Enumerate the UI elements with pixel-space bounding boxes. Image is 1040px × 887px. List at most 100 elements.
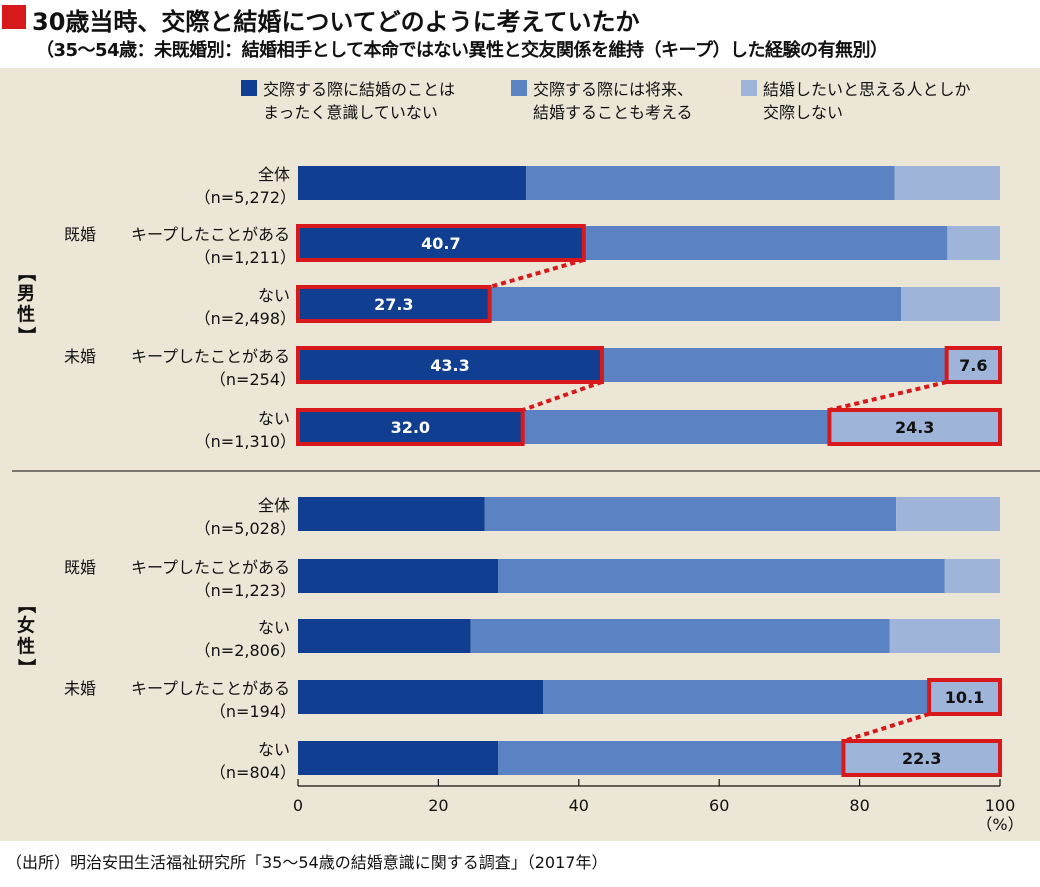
bar-segment-s2 <box>484 497 897 531</box>
group-label-female-char-4: 】 <box>15 659 36 677</box>
bar-segment-s3 <box>889 619 1000 653</box>
highlight-box <box>841 739 1002 777</box>
row-sample-size: （n=2,806） <box>195 641 296 660</box>
bar-segment-s1 <box>298 741 499 775</box>
x-tick-label: 100 <box>985 796 1016 815</box>
group-label-female-char-1: 【 <box>15 596 36 614</box>
highlight-box <box>827 408 1002 446</box>
highlight-connector <box>828 380 948 412</box>
x-tick-label: 40 <box>569 796 589 815</box>
legend-label-2-line-1: 交際する際には将来、 <box>533 80 693 99</box>
x-tick-label: 80 <box>849 796 869 815</box>
highlight-box <box>296 285 492 323</box>
row-sample-size: （n=5,272） <box>195 188 296 207</box>
highlight-connector <box>489 258 585 289</box>
group-label-female-char-3: 性 <box>17 636 35 658</box>
data-label: 40.7 <box>421 234 460 253</box>
bar-segment-s1 <box>298 497 485 531</box>
row-status-label: 未婚 <box>64 679 96 698</box>
row-category-label: キープしたことがある <box>131 347 290 366</box>
bar-segment-s1 <box>298 619 471 653</box>
row-category-label: ない <box>258 409 290 428</box>
bar-segment-s3 <box>946 348 1000 382</box>
bar-segment-s3 <box>929 680 1000 714</box>
bar-segment-s2 <box>526 166 895 200</box>
legend-label-2-line-2: 結婚することも考える <box>533 103 693 122</box>
legend-label-3-line-2: 交際しない <box>763 103 843 122</box>
bar-segment-s2 <box>522 410 830 444</box>
bar-segment-s3 <box>901 287 1000 321</box>
data-label: 43.3 <box>430 356 469 375</box>
group-label-female-char-2: 女 <box>17 615 35 637</box>
highlight-box <box>296 224 586 262</box>
bar-segment-s3 <box>894 166 1000 200</box>
bar-segment-s2 <box>489 287 902 321</box>
x-axis-unit: （%） <box>976 815 1023 834</box>
highlight-box <box>944 346 1003 384</box>
highlight-box <box>296 408 525 446</box>
row-category-label: キープしたことがある <box>131 225 290 244</box>
bar-segment-s3 <box>944 559 1000 593</box>
row-sample-size: （n=1,310） <box>195 432 296 451</box>
chart-title: 30歳当時、交際と結婚についてどのように考えていたか <box>32 8 640 36</box>
x-tick-label: 20 <box>428 796 448 815</box>
row-category-label: 全体 <box>258 496 290 515</box>
bar-segment-s1 <box>298 287 490 321</box>
data-label: 27.3 <box>374 295 413 314</box>
row-status-label: 既婚 <box>64 558 96 577</box>
row-sample-size: （n=254） <box>210 370 296 389</box>
group-label-male-char-2: 男 <box>17 284 35 305</box>
highlight-box <box>927 678 1003 716</box>
row-status-label: 未婚 <box>64 347 96 366</box>
data-label: 22.3 <box>902 749 941 768</box>
row-sample-size: （n=1,223） <box>195 581 296 600</box>
bar-segment-s2 <box>601 348 947 382</box>
title-marker <box>2 5 26 29</box>
highlight-box <box>296 346 604 384</box>
source-note: （出所）明治安田生活福祉研究所「35～54歳の結婚意識に関する調査」（2017年… <box>6 853 608 872</box>
bar-segment-s3 <box>829 410 1000 444</box>
bar-segment-s2 <box>542 680 930 714</box>
row-category-label: ない <box>258 618 290 637</box>
group-label-male-char-1: 【 <box>15 264 36 282</box>
x-tick-label: 0 <box>293 796 303 815</box>
row-sample-size: （n=194） <box>210 702 296 721</box>
bar-segment-s3 <box>896 497 1000 531</box>
chart-header: 30歳当時、交際と結婚についてどのように考えていたか （35～54歳：未既婚別：… <box>0 0 1040 68</box>
legend-swatch-3 <box>741 80 757 96</box>
bar-segment-s1 <box>298 559 499 593</box>
row-sample-size: （n=5,028） <box>195 519 296 538</box>
chart-panel: 交際する際に結婚のことは まったく意識していない 交際する際には将来、 結婚することも… <box>0 68 1040 841</box>
legend-label-3-line-1: 結婚したいと思える人としか <box>763 80 971 99</box>
row-category-label: ない <box>258 286 290 305</box>
bar-segment-s1 <box>298 226 584 260</box>
data-label: 32.0 <box>391 418 430 437</box>
bar-segment-s1 <box>298 348 602 382</box>
chart-subtitle: （35～54歳：未既婚別：結婚相手として本命ではない異性と交友関係を維持（キープ… <box>36 40 888 61</box>
legend-swatch-2 <box>511 80 527 96</box>
bar-segment-s2 <box>583 226 948 260</box>
row-status-label: 既婚 <box>64 225 96 244</box>
group-label-male-char-3: 性 <box>17 304 35 326</box>
data-label: 7.6 <box>959 356 987 375</box>
bar-segment-s1 <box>298 410 523 444</box>
group-label-male-char-4: 】 <box>15 327 36 345</box>
bar-segment-s1 <box>298 680 543 714</box>
highlight-connector <box>521 380 603 412</box>
highlight-connector <box>842 712 930 743</box>
bar-segment-s2 <box>498 559 945 593</box>
bar-segment-s3 <box>947 226 1000 260</box>
legend-label-1-line-1: 交際する際に結婚のことは <box>263 80 455 99</box>
row-category-label: 全体 <box>258 165 290 184</box>
row-category-label: キープしたことがある <box>131 679 290 698</box>
bar-segment-s1 <box>298 166 527 200</box>
x-tick-label: 60 <box>709 796 729 815</box>
data-label: 24.3 <box>895 418 934 437</box>
row-category-label: ない <box>258 740 290 759</box>
bar-segment-s2 <box>498 741 844 775</box>
row-sample-size: （n=2,498） <box>195 309 296 328</box>
legend-swatch-1 <box>241 80 257 96</box>
bar-segment-s3 <box>843 741 1000 775</box>
row-sample-size: （n=1,211） <box>195 248 296 267</box>
